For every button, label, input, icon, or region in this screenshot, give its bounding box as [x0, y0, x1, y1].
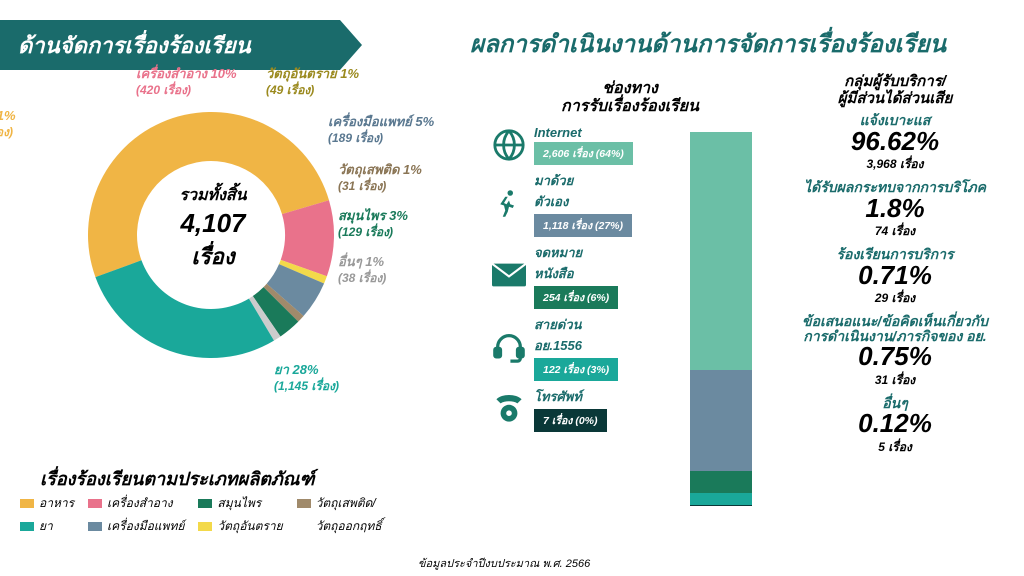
headset-icon [490, 328, 528, 366]
donut-slice-label: วัตถุอันตราย 1%(49 เรื่อง) [266, 66, 359, 97]
footnote: ข้อมูลประจำปีงบประมาณ พ.ศ. 2566 [418, 554, 590, 572]
donut-slice-label: อื่นๆ 1%(38 เรื่อง) [338, 254, 386, 285]
legend-item: วัตถุเสพติด/ [297, 494, 382, 513]
legend-item: วัตถุอันตราย [198, 517, 282, 536]
channel-badge: 1,118 เรื่อง (27%) [534, 214, 632, 237]
legend-item: สมุนไพร [198, 494, 282, 513]
channel-row: จดหมายหนังสือ 254 เรื่อง (6%) [490, 242, 674, 309]
channel-name: มาด้วยตัวเอง [534, 170, 674, 212]
donut-slice-label: เครื่องสำอาง 10%(420 เรื่อง) [136, 66, 237, 97]
group-count: 5 เรื่อง [776, 438, 1014, 457]
group-count: 31 เรื่อง [776, 371, 1014, 390]
header-title: ด้านจัดการเรื่องร้องเรียน [18, 28, 251, 63]
legend-item: วัตถุออกฤทธิ์ [297, 517, 382, 536]
donut-slice-label: อาหาร 51%(2,106 เรื่อง) [0, 108, 16, 139]
globe-icon [490, 126, 528, 164]
legend-item: เครื่องมือแพทย์ [88, 517, 184, 536]
group-count: 74 เรื่อง [776, 222, 1014, 241]
walk-icon [490, 184, 528, 222]
channel-badge: 2,606 เรื่อง (64%) [534, 142, 633, 165]
legend-item: ยา [20, 517, 74, 536]
channel-name: จดหมายหนังสือ [534, 242, 674, 284]
channels-title: ช่องทาง การรับเรื่องร้องเรียน [490, 80, 770, 117]
donut-center: รวมทั้งสิ้น 4,107 เรื่อง [148, 183, 278, 274]
stackbar-segment [690, 370, 752, 471]
phone-icon [490, 390, 528, 428]
group-count: 29 เรื่อง [776, 289, 1014, 308]
group-percent: 0.71% [776, 262, 1014, 289]
donut-legend: อาหาร เครื่องสำอาง สมุนไพร วัตถุเสพติด/ยา เค… [20, 494, 382, 536]
channel-badge: 7 เรื่อง (0%) [534, 409, 607, 432]
channels-stackbar [690, 132, 752, 506]
group-item: ร้องเรียนการบริการ 0.71% 29 เรื่อง [776, 247, 1014, 308]
channel-name: Internet [534, 125, 674, 140]
legend-item: เครื่องสำอาง [88, 494, 184, 513]
stackbar-segment [690, 132, 752, 370]
group-name: ข้อเสนอแนะ/ข้อคิดเห็นเกี่ยวกับการดำเนินง… [776, 314, 1014, 343]
main-title: ผลการดำเนินงานด้านการจัดการเรื่องร้องเรี… [470, 24, 946, 63]
group-item: ข้อเสนอแนะ/ข้อคิดเห็นเกี่ยวกับการดำเนินง… [776, 314, 1014, 390]
channel-row: Internet 2,606 เรื่อง (64%) [490, 125, 674, 165]
header-bar: ด้านจัดการเรื่องร้องเรียน [0, 20, 340, 70]
channel-row: โทรศัพท์ 7 เรื่อง (0%) [490, 386, 674, 432]
donut-slice-label: เครื่องมือแพทย์ 5%(189 เรื่อง) [328, 114, 434, 145]
donut-slice-label: สมุนไพร 3%(129 เรื่อง) [338, 208, 408, 239]
channel-badge: 254 เรื่อง (6%) [534, 286, 618, 309]
group-item: ได้รับผลกระทบจากการบริโภค 1.8% 74 เรื่อง [776, 180, 1014, 241]
donut-slice-label: วัตถุเสพติด 1%(31 เรื่อง) [338, 162, 422, 193]
stackbar-segment [690, 505, 752, 506]
channel-row: มาด้วยตัวเอง 1,118 เรื่อง (27%) [490, 170, 674, 237]
donut-slice [95, 260, 274, 358]
mail-icon [490, 256, 528, 294]
channel-name: โทรศัพท์ [534, 386, 674, 407]
donut-slice-label: ยา 28%(1,145 เรื่อง) [274, 362, 339, 393]
group-item: อื่นๆ 0.12% 5 เรื่อง [776, 396, 1014, 457]
group-item: แจ้งเบาะแส 96.62% 3,968 เรื่อง [776, 113, 1014, 174]
donut-caption: เรื่องร้องเรียนตามประเภทผลิตภัณฑ์ [40, 464, 314, 493]
channel-name: สายด่วนอย.1556 [534, 314, 674, 356]
group-percent: 1.8% [776, 195, 1014, 222]
channel-row: สายด่วนอย.1556 122 เรื่อง (3%) [490, 314, 674, 381]
groups-title: กลุ่มผู้รับบริการ/ ผู้มีส่วนได้ส่วนเสีย [776, 74, 1014, 107]
group-count: 3,968 เรื่อง [776, 155, 1014, 174]
group-percent: 0.12% [776, 410, 1014, 437]
legend-item: อาหาร [20, 494, 74, 513]
donut-container: รวมทั้งสิ้น 4,107 เรื่อง อาหาร 51%(2,106… [18, 78, 468, 448]
group-percent: 96.62% [776, 128, 1014, 155]
groups-panel: กลุ่มผู้รับบริการ/ ผู้มีส่วนได้ส่วนเสีย … [776, 74, 1014, 463]
stackbar-segment [690, 493, 752, 504]
group-percent: 0.75% [776, 343, 1014, 370]
stackbar-segment [690, 471, 752, 493]
channel-badge: 122 เรื่อง (3%) [534, 358, 618, 381]
